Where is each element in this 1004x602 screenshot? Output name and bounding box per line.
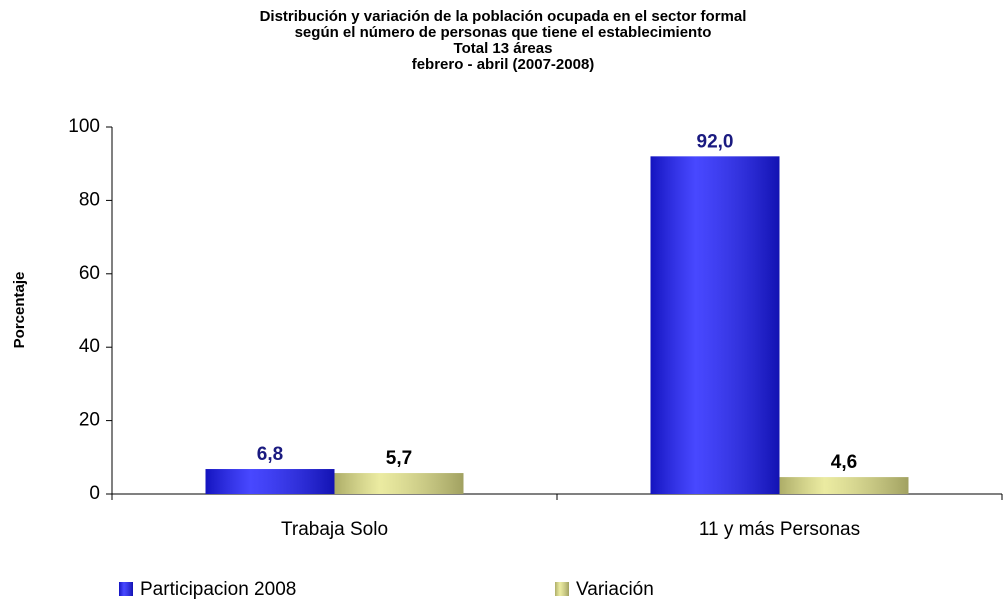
- y-tick-label: 60: [79, 263, 100, 284]
- y-tick-label: 20: [79, 410, 100, 431]
- y-tick-label: 80: [79, 189, 100, 210]
- value-label: 4,6: [831, 452, 857, 473]
- y-tick-label: 0: [89, 483, 100, 504]
- y-axis-label: Porcentaje: [11, 272, 28, 349]
- y-tick-label: 40: [79, 336, 100, 357]
- x-tick-label: Trabaja Solo: [281, 519, 388, 540]
- value-label: 5,7: [386, 448, 412, 469]
- y-tick-label: 100: [68, 116, 100, 137]
- bar-shade: [205, 469, 335, 494]
- chart-title: Total 13 áreas: [454, 40, 553, 57]
- chart-title: según el número de personas que tiene el…: [295, 24, 712, 41]
- bar-shade: [779, 477, 909, 494]
- chart-title: febrero - abril (2007-2008): [412, 56, 595, 73]
- legend-swatch-shade: [555, 582, 569, 596]
- chart-title: Distribución y variación de la población…: [260, 8, 747, 25]
- legend-swatch-shade: [119, 582, 133, 596]
- legend-label: Variación: [576, 579, 654, 600]
- bar-shade: [334, 473, 464, 494]
- legend-label: Participacion 2008: [140, 579, 296, 600]
- value-label: 92,0: [697, 131, 734, 152]
- x-tick-label: 11 y más Personas: [699, 519, 860, 540]
- value-label: 6,8: [257, 444, 283, 465]
- bar-shade: [650, 156, 780, 495]
